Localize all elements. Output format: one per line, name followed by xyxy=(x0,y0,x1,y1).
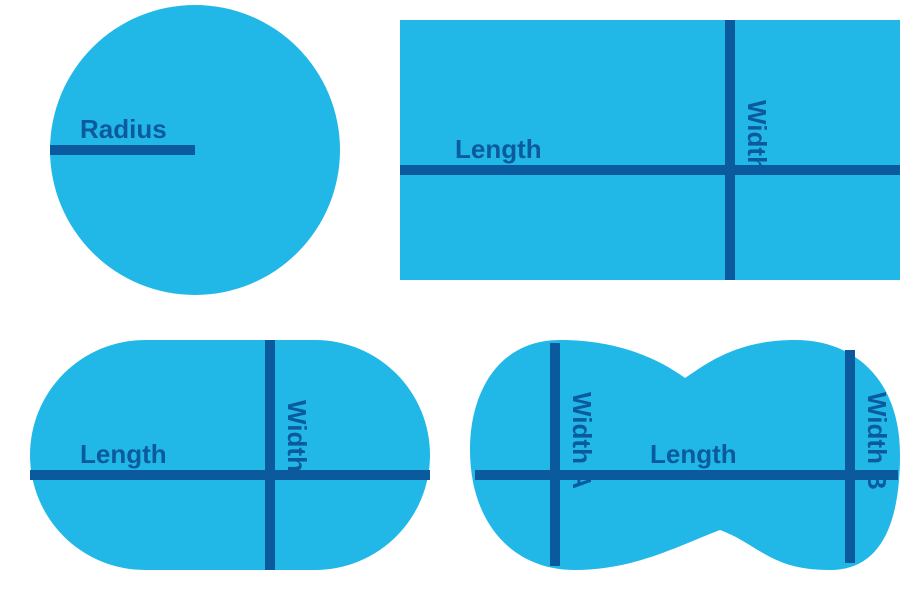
width-b-label: Width B xyxy=(862,392,892,490)
length-label: Length xyxy=(455,134,542,164)
width-label: Width xyxy=(742,100,772,172)
width-label: Width xyxy=(282,400,312,472)
pool-shapes-diagram: Radius Length Width Length Width Length … xyxy=(0,0,920,604)
width-a-label: Width A xyxy=(567,392,597,489)
kidney-shape: Length Width A Width B xyxy=(470,340,900,570)
oval-shape: Length Width xyxy=(30,340,430,570)
rectangle-shape: Length Width xyxy=(400,20,900,280)
radius-label: Radius xyxy=(80,114,167,144)
circle-shape: Radius xyxy=(50,5,340,295)
length-label: Length xyxy=(650,439,737,469)
length-label: Length xyxy=(80,439,167,469)
